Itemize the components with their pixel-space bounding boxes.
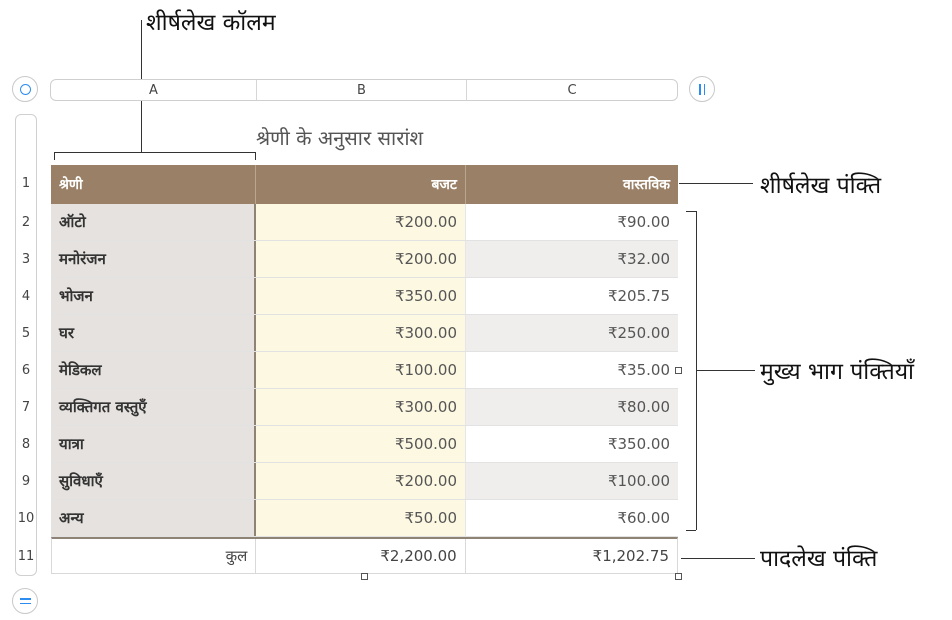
category-cell[interactable]: अन्य bbox=[51, 500, 256, 536]
row-number[interactable]: 10 bbox=[17, 511, 35, 526]
category-cell[interactable]: मेडिकल bbox=[51, 352, 256, 388]
header-row-callout: शीर्षलेख पंक्ति bbox=[760, 173, 882, 199]
add-column-button[interactable] bbox=[689, 76, 715, 102]
header-cell-budget[interactable]: बजट bbox=[256, 165, 466, 204]
budget-cell[interactable]: ₹200.00 bbox=[256, 204, 466, 240]
column-header-c[interactable]: C bbox=[567, 82, 577, 98]
table-row: सुविधाएँ ₹200.00 ₹100.00 bbox=[51, 463, 678, 500]
row-number[interactable]: 6 bbox=[21, 363, 31, 378]
category-cell[interactable]: सुविधाएँ bbox=[51, 463, 256, 499]
actual-cell[interactable]: ₹60.00 bbox=[466, 500, 678, 536]
header-column-bracket-right bbox=[255, 152, 256, 160]
body-rows-bracket-top bbox=[686, 211, 696, 212]
row-number[interactable]: 9 bbox=[21, 474, 31, 489]
footer-row-callout: पादलेख पंक्ति bbox=[760, 546, 878, 572]
table-row: ऑटो ₹200.00 ₹90.00 bbox=[51, 204, 678, 241]
footer-row-callout-line bbox=[681, 558, 755, 559]
actual-cell[interactable]: ₹32.00 bbox=[466, 241, 678, 277]
select-table-circle-icon bbox=[19, 83, 31, 95]
resize-handle-right[interactable] bbox=[675, 367, 682, 374]
actual-cell[interactable]: ₹350.00 bbox=[466, 426, 678, 462]
header-row: श्रेणी बजट वास्तविक bbox=[51, 165, 678, 204]
footer-row: कुल ₹2,200.00 ₹1,202.75 bbox=[51, 537, 678, 574]
summary-table: श्रेणी बजट वास्तविक ऑटो ₹200.00 ₹90.00 म… bbox=[51, 165, 678, 574]
category-cell[interactable]: मनोरंजन bbox=[51, 241, 256, 277]
row-number[interactable]: 1 bbox=[21, 176, 31, 191]
header-row-callout-line bbox=[679, 183, 753, 184]
category-cell[interactable]: घर bbox=[51, 315, 256, 351]
actual-cell[interactable]: ₹250.00 bbox=[466, 315, 678, 351]
row-number[interactable]: 11 bbox=[17, 549, 35, 564]
column-header-bar[interactable]: A B C bbox=[50, 79, 678, 101]
row-number[interactable]: 3 bbox=[21, 252, 31, 267]
header-cell-actual[interactable]: वास्तविक bbox=[466, 165, 678, 204]
resize-handle-bottom[interactable] bbox=[361, 573, 368, 580]
actual-cell[interactable]: ₹35.00 bbox=[466, 352, 678, 388]
table-row: अन्य ₹50.00 ₹60.00 bbox=[51, 500, 678, 537]
row-number[interactable]: 7 bbox=[21, 400, 31, 415]
actual-cell[interactable]: ₹205.75 bbox=[466, 278, 678, 314]
header-cell-category[interactable]: श्रेणी bbox=[51, 165, 256, 204]
category-cell[interactable]: यात्रा bbox=[51, 426, 256, 462]
header-column-bracket bbox=[54, 152, 256, 153]
header-column-bracket-left bbox=[54, 152, 55, 160]
budget-cell[interactable]: ₹300.00 bbox=[256, 315, 466, 351]
table-title[interactable]: श्रेणी के अनुसार सारांश bbox=[256, 126, 424, 150]
category-cell[interactable]: ऑटो bbox=[51, 204, 256, 240]
table-row: मेडिकल ₹100.00 ₹35.00 bbox=[51, 352, 678, 389]
table-row: व्यक्तिगत वस्तुएँ ₹300.00 ₹80.00 bbox=[51, 389, 678, 426]
add-row-button[interactable] bbox=[12, 588, 38, 614]
table-row: मनोरंजन ₹200.00 ₹32.00 bbox=[51, 241, 678, 278]
footer-label-cell[interactable]: कुल bbox=[52, 539, 257, 573]
footer-budget-cell[interactable]: ₹2,200.00 bbox=[256, 539, 466, 573]
budget-cell[interactable]: ₹200.00 bbox=[256, 241, 466, 277]
row-equal-icon bbox=[19, 598, 31, 604]
actual-cell[interactable]: ₹90.00 bbox=[466, 204, 678, 240]
table-row: यात्रा ₹500.00 ₹350.00 bbox=[51, 426, 678, 463]
table-row: भोजन ₹350.00 ₹205.75 bbox=[51, 278, 678, 315]
body-rows-callout-line bbox=[697, 370, 755, 371]
row-number[interactable]: 2 bbox=[21, 215, 31, 230]
header-column-callout: शीर्षलेख कॉलम bbox=[146, 10, 276, 36]
budget-cell[interactable]: ₹500.00 bbox=[256, 426, 466, 462]
table-row: घर ₹300.00 ₹250.00 bbox=[51, 315, 678, 352]
category-cell[interactable]: व्यक्तिगत वस्तुएँ bbox=[51, 389, 256, 425]
row-header-bar[interactable]: 1 2 3 4 5 6 7 8 9 10 11 bbox=[15, 114, 37, 576]
select-table-button[interactable] bbox=[12, 76, 38, 102]
budget-cell[interactable]: ₹50.00 bbox=[256, 500, 466, 536]
budget-cell[interactable]: ₹200.00 bbox=[256, 463, 466, 499]
actual-cell[interactable]: ₹100.00 bbox=[466, 463, 678, 499]
row-number[interactable]: 8 bbox=[21, 437, 31, 452]
footer-actual-cell[interactable]: ₹1,202.75 bbox=[465, 539, 677, 573]
budget-cell[interactable]: ₹100.00 bbox=[256, 352, 466, 388]
column-header-b[interactable]: B bbox=[257, 80, 467, 100]
category-cell[interactable]: भोजन bbox=[51, 278, 256, 314]
row-number[interactable]: 5 bbox=[21, 326, 31, 341]
column-header-a[interactable]: A bbox=[51, 80, 257, 100]
column-pause-icon bbox=[699, 83, 705, 95]
body-rows-bracket-bottom bbox=[686, 530, 696, 531]
body-rows-bracket bbox=[696, 211, 697, 530]
body-rows-callout: मुख्य भाग पंक्तियाँ bbox=[760, 359, 915, 385]
actual-cell[interactable]: ₹80.00 bbox=[466, 389, 678, 425]
budget-cell[interactable]: ₹350.00 bbox=[256, 278, 466, 314]
resize-handle-corner[interactable] bbox=[675, 573, 682, 580]
budget-cell[interactable]: ₹300.00 bbox=[256, 389, 466, 425]
row-number[interactable]: 4 bbox=[21, 289, 31, 304]
